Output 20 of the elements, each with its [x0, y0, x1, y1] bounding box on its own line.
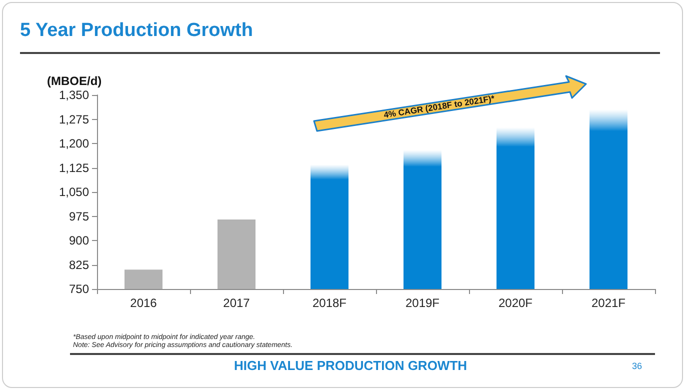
y-tick-label: 1,125: [58, 160, 90, 175]
y-tick-label: 1,050: [58, 185, 90, 199]
chart-title: 5 Year Production Growth: [20, 20, 253, 42]
y-tick-label: 975: [68, 209, 90, 224]
x-tick-label: 2020F: [498, 296, 533, 310]
text: 36: [632, 361, 642, 371]
annotation: 4% CAGR (2018F to 2021F)*: [383, 93, 496, 120]
y-tick-label: 825: [68, 258, 90, 272]
x-tick-label: 2019F: [405, 296, 440, 310]
y-axis-title: (MBOE/d): [47, 74, 102, 88]
x-tick-label: 2016: [130, 296, 158, 310]
y-tick-label: 1,350: [58, 88, 90, 102]
y-tick-label: 900: [68, 234, 90, 248]
text: HIGH VALUE PRODUCTION GROWTH: [234, 358, 468, 373]
y-tick-label: 750: [68, 282, 90, 296]
y-tick-label: 1,275: [58, 112, 90, 126]
x-tick-label: 2018F: [312, 296, 347, 310]
y-tick-label: 1,200: [58, 136, 90, 150]
x-tick-label: 2021F: [591, 296, 626, 310]
x-tick-label: 2017: [223, 296, 250, 310]
